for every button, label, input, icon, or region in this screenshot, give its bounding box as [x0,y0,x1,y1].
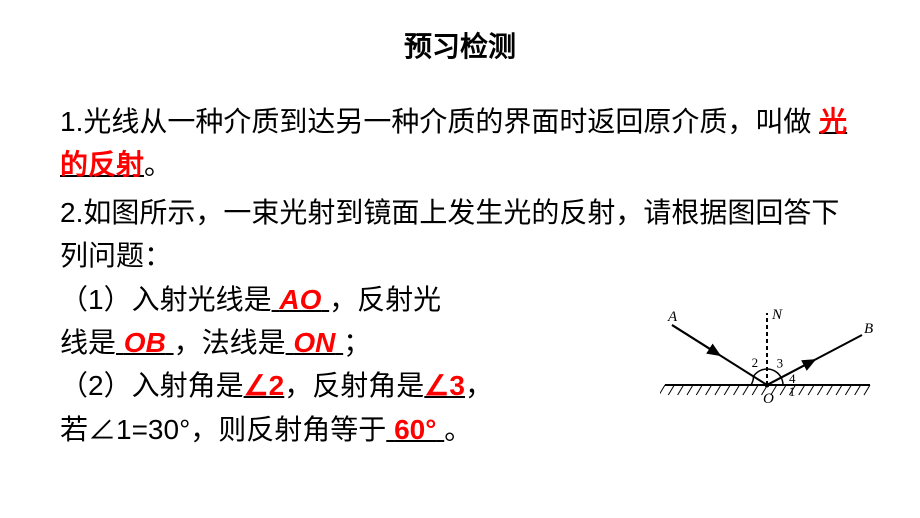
svg-text:O: O [763,391,774,407]
q2-p1b: ，反射光 [329,284,441,315]
q2-a6: 60° [394,414,436,445]
svg-text:3: 3 [777,356,784,371]
svg-text:2: 2 [752,355,759,370]
svg-text:A: A [667,309,678,325]
q2-a1: AO [279,284,321,315]
q2-a2: OB [124,327,166,358]
q2-p2e: 。 [444,414,472,445]
q2-p1d: ，法线是 [174,327,286,358]
q1-text-a: 1.光线从一种介质到达另一种介质的界面时返回原介质，叫做 [60,106,819,137]
q2-intro: 2.如图所示，一束光射到镜面上发生光的反射，请根据图回答下列问题： [60,197,839,271]
question-2-part2: （2）入射角是∠2，反射角是∠3， 若∠1=30°，则反射角等于 60° 。 [60,364,680,451]
q2-p2d: 若∠1=30°，则反射角等于 [60,414,386,445]
svg-text:4: 4 [789,371,796,386]
question-1: 1.光线从一种介质到达另一种介质的界面时返回原介质，叫做 光的反射。 [60,100,860,187]
question-2-part1: （1）入射光线是 AO ，反射光 线是 OB ，法线是 ON ； [60,278,620,365]
reflection-diagram: A B N O1 2 34 [660,305,875,415]
q2-p2a: （2）入射角是 [60,370,244,401]
q2-p1e: ； [343,327,371,358]
q2-a3: ON [293,327,335,358]
q1-text-b: 。 [144,149,172,180]
q2-p2b: ，反射角是 [284,370,424,401]
q2-a4: ∠2 [244,370,285,401]
question-2-intro: 2.如图所示，一束光射到镜面上发生光的反射，请根据图回答下列问题： [60,191,860,278]
svg-text:B: B [864,321,873,337]
svg-text:N: N [771,307,783,323]
q2-p1a: （1）入射光线是 [60,284,272,315]
q2-p2c: ， [465,370,493,401]
svg-text:1: 1 [789,384,796,399]
page-title: 预习检测 [60,25,860,65]
q2-p1c: 线是 [60,327,116,358]
q2-a5: ∠3 [424,370,465,401]
